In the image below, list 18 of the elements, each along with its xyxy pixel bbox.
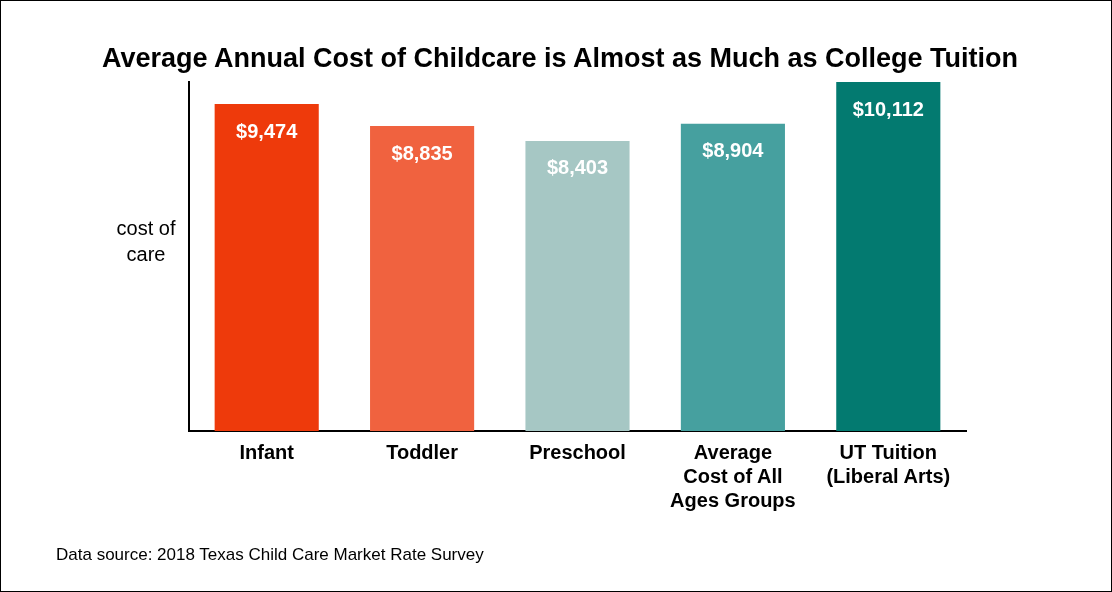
data-label: $10,112 — [852, 97, 924, 120]
x-tick-label: Average Cost of All Ages Groups — [670, 440, 796, 511]
x-tick-label: Infant — [239, 440, 295, 463]
data-label: $8,403 — [546, 156, 609, 179]
x-tick-label: Preschool — [529, 440, 626, 463]
bar — [680, 123, 785, 431]
source-note: Data source: 2018 Texas Child Care Market Rate Survey — [56, 545, 484, 565]
chart-title: Average Annual Cost of Childcare is Almost as Much as College Tuition — [100, 43, 1020, 74]
x-tick-label: UT Tuition (Liberal Arts) — [826, 440, 951, 487]
bar — [370, 126, 475, 431]
bar — [525, 140, 630, 431]
data-label: $9,474 — [236, 119, 299, 142]
x-tick-label: Toddler — [386, 440, 459, 463]
y-axis-title: cost of care — [115, 216, 177, 267]
bar — [214, 104, 319, 431]
bar — [836, 82, 941, 431]
data-label: $8,835 — [391, 141, 453, 164]
data-label: $8,904 — [702, 139, 765, 162]
